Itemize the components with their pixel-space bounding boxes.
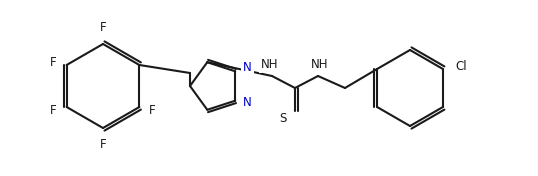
Text: F: F — [50, 103, 56, 117]
Text: Cl: Cl — [455, 61, 466, 74]
Text: N: N — [243, 61, 252, 74]
Text: F: F — [50, 55, 56, 68]
Text: S: S — [280, 112, 287, 125]
Text: NH: NH — [312, 58, 329, 71]
Text: F: F — [150, 103, 156, 117]
Text: NH: NH — [261, 58, 279, 71]
Text: N: N — [243, 96, 252, 109]
Text: F: F — [100, 21, 107, 34]
Text: F: F — [100, 138, 107, 151]
